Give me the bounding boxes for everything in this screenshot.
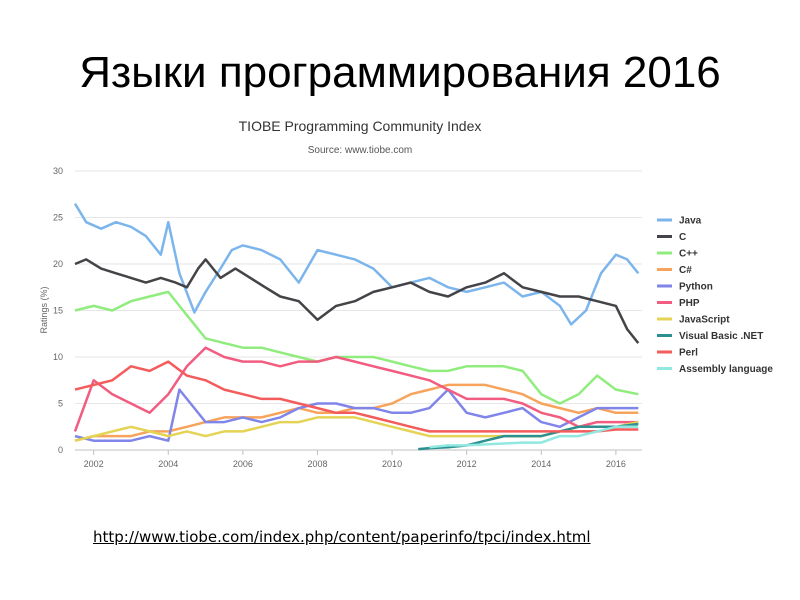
x-tick-label: 2012 [457,459,477,469]
y-tick-label: 20 [53,259,63,269]
legend-item[interactable]: Java [679,216,702,227]
legend-item[interactable]: PHP [679,298,700,309]
grid-layer [75,170,642,451]
x-tick-label: 2016 [606,459,626,469]
x-tick-label: 2008 [307,459,327,469]
x-tick-label: 2014 [531,459,551,469]
series-line-java [73,202,640,326]
x-tick-label: 2004 [158,459,178,469]
y-axis-title: Ratings (%) [39,286,49,333]
x-tick-label: 2002 [84,459,104,469]
y-tick-label: 25 [53,213,63,223]
legend-item[interactable]: Assembly language [679,364,773,375]
legend-item[interactable]: C++ [679,249,698,260]
source-url-link[interactable]: http://www.tiobe.com/index.php/content/p… [93,528,591,546]
y-axis: 0 5 10 15 20 25 30 [53,166,63,455]
series-line-assembly-language [429,425,639,449]
legend-item[interactable]: Python [679,282,713,293]
series-line-c [74,290,639,405]
series-line-perl [74,360,639,433]
series-line-c [74,258,640,344]
series-line-visual-basic-net [418,422,639,451]
legend-item[interactable]: Visual Basic .NET [679,331,763,342]
slide-title: Языки программирования 2016 [79,48,721,97]
legend: Java C C++ C# Python PHP JavaScript Visual Basi… [657,216,773,375]
x-tick-label: 2006 [233,459,253,469]
x-tick-label: 2010 [382,459,402,469]
legend-item[interactable]: C# [679,265,692,276]
legend-item[interactable]: JavaScript [679,315,730,326]
legend-item[interactable]: Perl [679,348,698,359]
y-tick-label: 10 [53,352,63,362]
chart-title: TIOBE Programming Community Index [238,118,482,134]
x-axis: 2002 2004 2006 2008 2010 2012 2014 2016 [84,450,626,469]
legend-item[interactable]: C [679,232,686,243]
y-tick-label: 5 [58,399,63,409]
chart-subtitle: Source: www.tiobe.com [307,145,413,156]
series-layer [73,202,640,451]
series-line-python [74,388,639,442]
y-tick-label: 15 [53,306,63,316]
y-tick-label: 30 [53,166,63,176]
series-line-php [73,346,639,432]
y-tick-label: 0 [58,445,63,455]
